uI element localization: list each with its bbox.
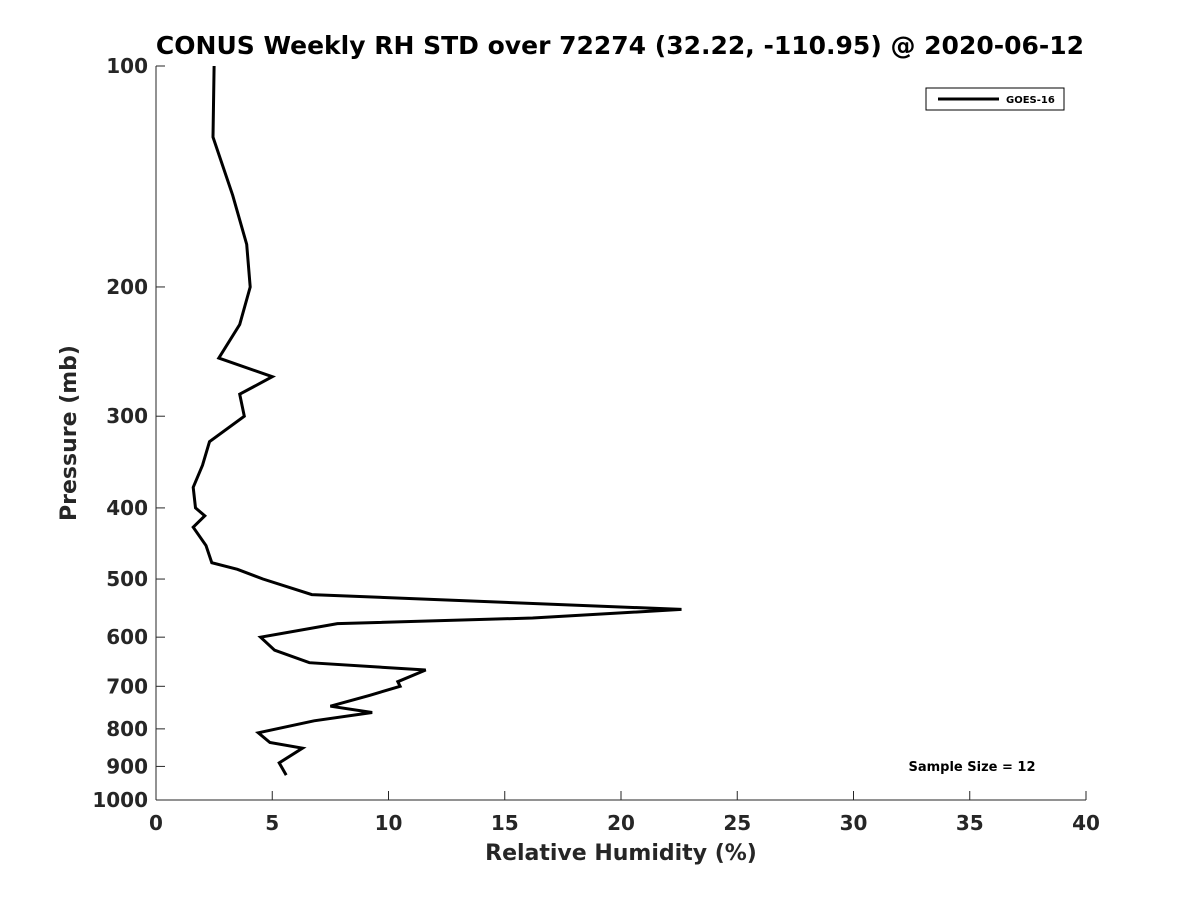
y-tick-label: 900 bbox=[106, 754, 148, 778]
y-tick-label: 600 bbox=[106, 625, 148, 649]
x-tick-label: 40 bbox=[1072, 811, 1100, 835]
y-axis-label: Pressure (mb) bbox=[57, 345, 82, 521]
y-tick-label: 700 bbox=[106, 674, 148, 698]
y-tick-label: 200 bbox=[106, 275, 148, 299]
x-tick-label: 35 bbox=[956, 811, 984, 835]
x-tick-label: 25 bbox=[723, 811, 751, 835]
y-tick-label: 300 bbox=[106, 404, 148, 428]
x-axis: 0 5 10 15 20 25 30 35 40 bbox=[149, 791, 1100, 835]
series-line-goes16 bbox=[191, 65, 682, 776]
legend-label: GOES-16 bbox=[1006, 95, 1055, 106]
y-tick-label: 800 bbox=[106, 717, 148, 741]
x-tick-label: 20 bbox=[607, 811, 635, 835]
sample-size-annotation: Sample Size = 12 bbox=[908, 760, 1035, 775]
x-tick-label: 5 bbox=[265, 811, 279, 835]
y-tick-label: 100 bbox=[106, 54, 148, 78]
y-tick-label: 500 bbox=[106, 567, 148, 591]
y-tick-label: 400 bbox=[106, 496, 148, 520]
y-axis: 100 200 300 400 500 600 700 800 900 1000 bbox=[92, 54, 165, 812]
y-tick-label: 1000 bbox=[92, 788, 148, 812]
x-tick-label: 15 bbox=[491, 811, 519, 835]
x-tick-label: 30 bbox=[840, 811, 868, 835]
legend: GOES-16 bbox=[925, 87, 1065, 111]
chart-title: CONUS Weekly RH STD over 72274 (32.22, -… bbox=[156, 31, 1084, 60]
x-tick-label: 0 bbox=[149, 811, 163, 835]
x-axis-label: Relative Humidity (%) bbox=[485, 841, 757, 866]
x-tick-label: 10 bbox=[375, 811, 403, 835]
